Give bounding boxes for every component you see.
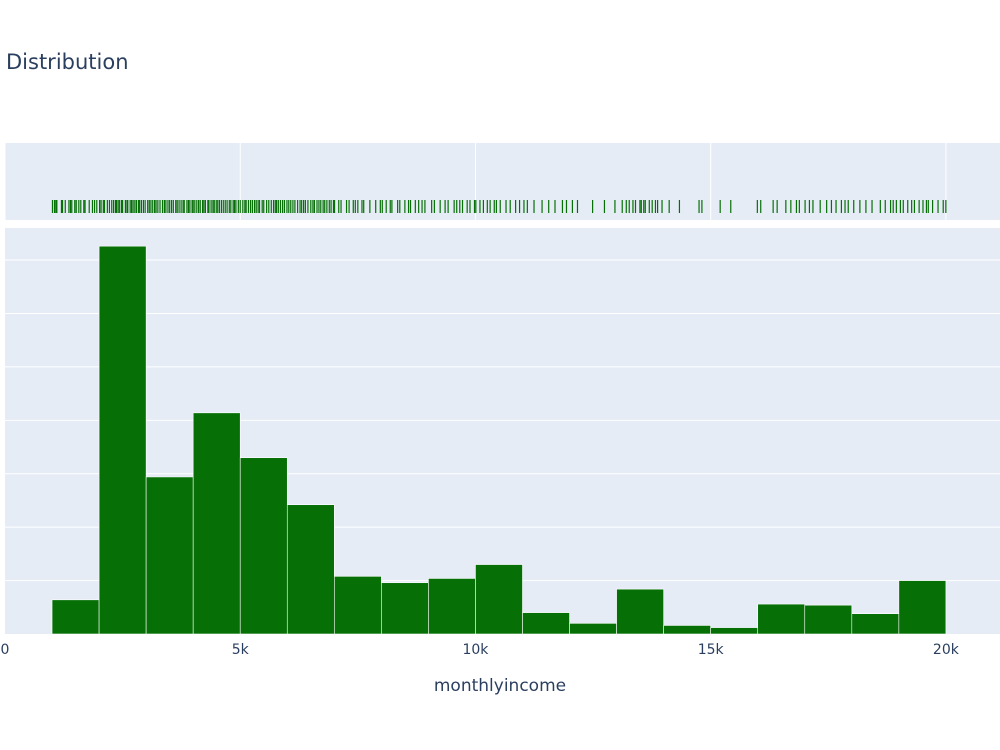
bar [898,580,947,635]
bar [663,625,711,635]
rug-plot-area [5,143,1000,220]
x-tick-label: 5k [232,642,250,658]
x-tick-label: 15k [698,642,725,658]
bar [757,603,806,635]
x-axis-title: monthlyincome [434,676,566,696]
bar [616,588,664,635]
bar [98,245,147,635]
x-tick-label: 20k [933,642,960,658]
bar [286,504,335,635]
bar [710,627,759,635]
x-tick-label: 0 [1,642,10,658]
bar [522,612,570,635]
bar [239,457,288,635]
bar [381,582,429,635]
bar [475,564,523,635]
bar [851,613,900,635]
bar [804,604,853,635]
bar [428,578,476,635]
bar [569,623,617,635]
bar [145,476,194,635]
bar [51,599,100,635]
chart-title: Distribution [6,50,129,74]
bar [334,576,382,635]
x-tick-label: 10k [462,642,489,658]
bar [192,412,241,635]
